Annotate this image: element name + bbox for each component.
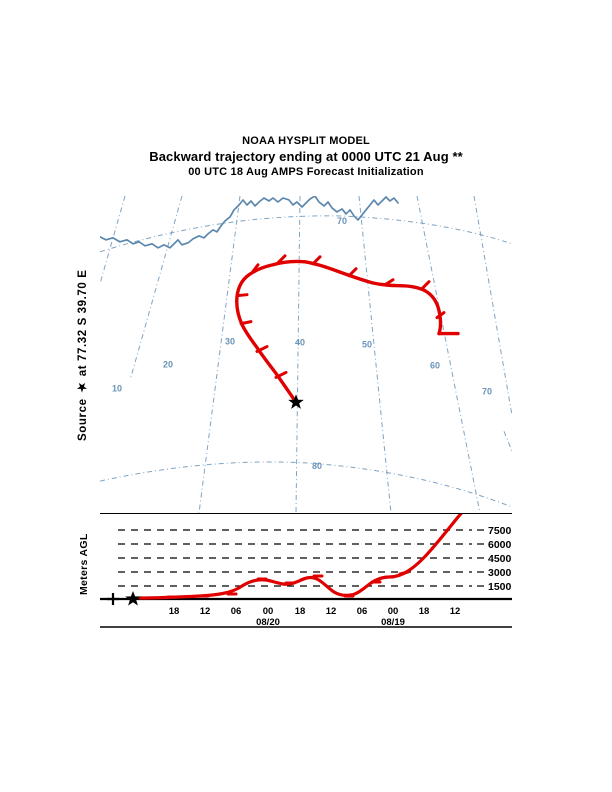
xtick-hour-3: 00	[262, 606, 274, 617]
source-location-label: Source ★ at 77.32 S 39.70 E	[77, 269, 89, 441]
ytick-1500: 1500	[488, 581, 512, 593]
map-panel: 10 20 30 40 50 60 70 70 80	[100, 196, 512, 514]
xtick-hour-5: 12	[325, 606, 337, 617]
xtick-hour-1: 12	[199, 606, 211, 617]
height-axis-ticks	[477, 529, 484, 587]
ytick-7500: 7500	[488, 525, 512, 537]
height-start-markers	[107, 591, 141, 606]
model-name: NOAA HYSPLIT MODEL	[242, 135, 370, 147]
height-time-markers	[166, 570, 410, 599]
xtick-date-0: 08/20	[256, 617, 280, 628]
trajectory-path	[235, 259, 460, 405]
lat-label-80: 80	[312, 461, 322, 471]
ytick-3000: 3000	[488, 567, 512, 579]
height-gridlines	[118, 529, 472, 587]
source-star-marker	[288, 394, 304, 409]
lon-label-10: 10	[112, 383, 122, 393]
xtick-hour-7: 00	[387, 606, 399, 617]
lon-label-30: 30	[225, 337, 235, 347]
xtick-hour-6: 06	[356, 606, 368, 617]
height-trajectory-curve	[138, 514, 463, 600]
trajectory-time-markers	[235, 254, 446, 379]
height-axis-label: Meters AGL	[78, 533, 90, 595]
xtick-hour-2: 06	[230, 606, 242, 617]
height-profile-panel	[100, 514, 512, 628]
lon-label-20: 20	[163, 359, 173, 369]
xtick-date-1: 08/19	[381, 617, 405, 628]
coastline	[100, 196, 399, 249]
ytick-4500: 4500	[488, 553, 512, 565]
parallel-lines	[100, 215, 512, 508]
figure-title-block: NOAA HYSPLIT MODEL Backward trajectory e…	[0, 134, 612, 180]
lon-label-50: 50	[362, 340, 372, 350]
xtick-hour-4: 18	[294, 606, 306, 617]
ytick-6000: 6000	[488, 539, 512, 551]
height-graphics	[100, 514, 512, 628]
meridian-lines	[100, 196, 512, 513]
trajectory-description: Backward trajectory ending at 0000 UTC 2…	[149, 149, 463, 164]
lon-label-40: 40	[295, 338, 305, 348]
xtick-hour-9: 12	[449, 606, 461, 617]
cross-marker	[107, 593, 119, 605]
star-marker	[125, 591, 141, 606]
lon-label-70: 70	[482, 386, 492, 396]
xtick-hour-0: 18	[168, 606, 180, 617]
xtick-hour-8: 18	[418, 606, 430, 617]
model-initialization: 00 UTC 18 Aug AMPS Forecast Initializati…	[188, 166, 424, 178]
map-graphics: 10 20 30 40 50 60 70 70 80	[100, 196, 512, 513]
lat-label-70: 70	[337, 216, 347, 226]
lon-label-60: 60	[430, 360, 440, 370]
